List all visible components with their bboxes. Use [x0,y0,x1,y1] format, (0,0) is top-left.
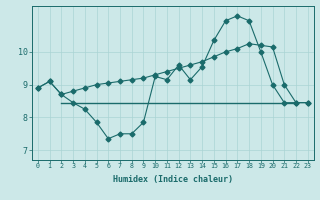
X-axis label: Humidex (Indice chaleur): Humidex (Indice chaleur) [113,175,233,184]
